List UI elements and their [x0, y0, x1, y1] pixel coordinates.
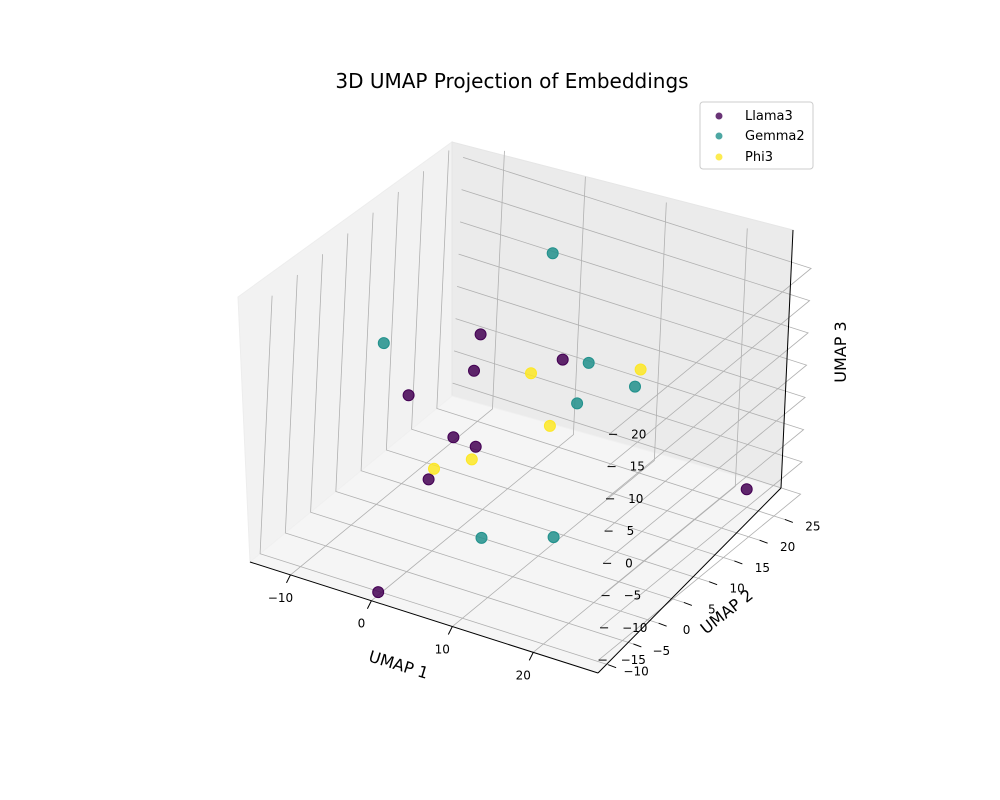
data-point-gemma2 — [377, 337, 390, 350]
data-point-llama3 — [372, 586, 385, 599]
z-tick-label: 15 — [630, 460, 645, 474]
z-tick-label: 5 — [627, 524, 635, 538]
legend-marker-llama3 — [715, 112, 723, 120]
legend-frame — [699, 101, 814, 170]
y-tick-label: −5 — [652, 644, 670, 658]
chart-title: 3D UMAP Projection of Embeddings — [335, 69, 688, 93]
y-grid-line — [385, 191, 735, 562]
y-tick-mark — [759, 539, 768, 544]
x-tick-mark — [366, 600, 372, 609]
y-tick-mark — [708, 581, 718, 586]
z-grid-line — [455, 318, 805, 596]
z-grid-line — [462, 156, 812, 435]
y-grid-line — [411, 171, 760, 541]
data-point-llama3 — [447, 431, 460, 444]
z-tick-label: 10 — [628, 492, 643, 506]
data-point-llama3 — [469, 440, 482, 453]
z-grid-line — [459, 221, 809, 500]
data-point-phi3 — [465, 453, 478, 466]
x-tick-label: −10 — [268, 591, 293, 605]
data-point-llama3 — [474, 328, 487, 341]
legend-marker-gemma2 — [715, 132, 723, 140]
z-tick-label: 20 — [631, 427, 646, 441]
y-tick-label: 25 — [805, 519, 820, 533]
z-axis-line — [780, 229, 794, 489]
legend: Llama3 Gemma2 Phi3 — [699, 101, 814, 170]
y-tick-mark — [683, 601, 693, 606]
y-tick-mark — [784, 518, 794, 523]
x-tick-mark — [528, 652, 534, 661]
data-point-gemma2 — [547, 531, 560, 544]
x-grid-line — [290, 150, 505, 576]
data-point-phi3 — [634, 363, 647, 376]
z-tick-label: −10 — [622, 621, 647, 635]
data-point-gemma2 — [571, 397, 584, 410]
data-point-gemma2 — [582, 356, 595, 369]
x-tick-label: 0 — [358, 617, 366, 631]
data-point-gemma2 — [475, 531, 488, 544]
z-grid-line — [456, 285, 806, 564]
data-point-gemma2 — [629, 380, 641, 393]
z-grid-line — [461, 189, 811, 467]
grid-lines — [259, 150, 812, 666]
z-tick-label: −15 — [621, 653, 646, 667]
x-axis-line — [249, 561, 599, 674]
data-points — [372, 247, 753, 599]
y-tick-label: 5 — [708, 602, 716, 616]
x-tick-label: 10 — [435, 643, 450, 657]
y-grid-line — [360, 212, 710, 583]
z-tick-label: 0 — [625, 556, 633, 570]
z-tick-label: −5 — [624, 589, 642, 603]
y-grid-line — [310, 254, 659, 624]
y-tick-label: 0 — [683, 623, 691, 637]
data-point-llama3 — [402, 389, 415, 402]
data-point-llama3 — [422, 473, 435, 486]
data-point-llama3 — [468, 364, 480, 377]
legend-label-llama3: Llama3 — [745, 109, 793, 124]
y-grid-line — [436, 150, 785, 520]
legend-marker-phi3 — [715, 153, 723, 161]
y-tick-mark — [633, 643, 642, 648]
y-tick-label: −10 — [623, 665, 648, 679]
x-grid-line — [452, 202, 667, 627]
y-axis-line — [597, 487, 782, 674]
x-grid-line — [533, 228, 748, 653]
y-grid-line — [335, 233, 684, 603]
y-tick-mark — [734, 560, 743, 565]
legend-label-gemma2: Gemma2 — [745, 129, 805, 144]
y-grid-line — [259, 295, 609, 666]
x-grid-line — [371, 176, 586, 602]
data-point-phi3 — [428, 462, 440, 475]
data-point-llama3 — [740, 483, 753, 496]
y-tick-label: 20 — [780, 540, 795, 554]
data-point-gemma2 — [546, 247, 559, 260]
y-tick-mark — [607, 664, 617, 669]
z-grid-line — [458, 253, 808, 532]
data-point-llama3 — [556, 353, 569, 366]
x-tick-label: 20 — [516, 668, 531, 682]
data-point-phi3 — [525, 367, 537, 380]
y-tick-label: 10 — [729, 582, 744, 596]
y-tick-label: 15 — [755, 561, 770, 575]
x-tick-mark — [447, 626, 453, 635]
legend-label-phi3: Phi3 — [745, 150, 773, 165]
z-grid-line — [453, 350, 803, 629]
tick-marks — [286, 433, 794, 669]
x-tick-mark — [286, 574, 291, 584]
y-grid-line — [284, 274, 634, 645]
y-tick-mark — [658, 622, 667, 627]
data-point-phi3 — [543, 419, 556, 432]
axis-lines — [249, 229, 794, 674]
z-axis-label: UMAP 3 — [831, 321, 850, 382]
